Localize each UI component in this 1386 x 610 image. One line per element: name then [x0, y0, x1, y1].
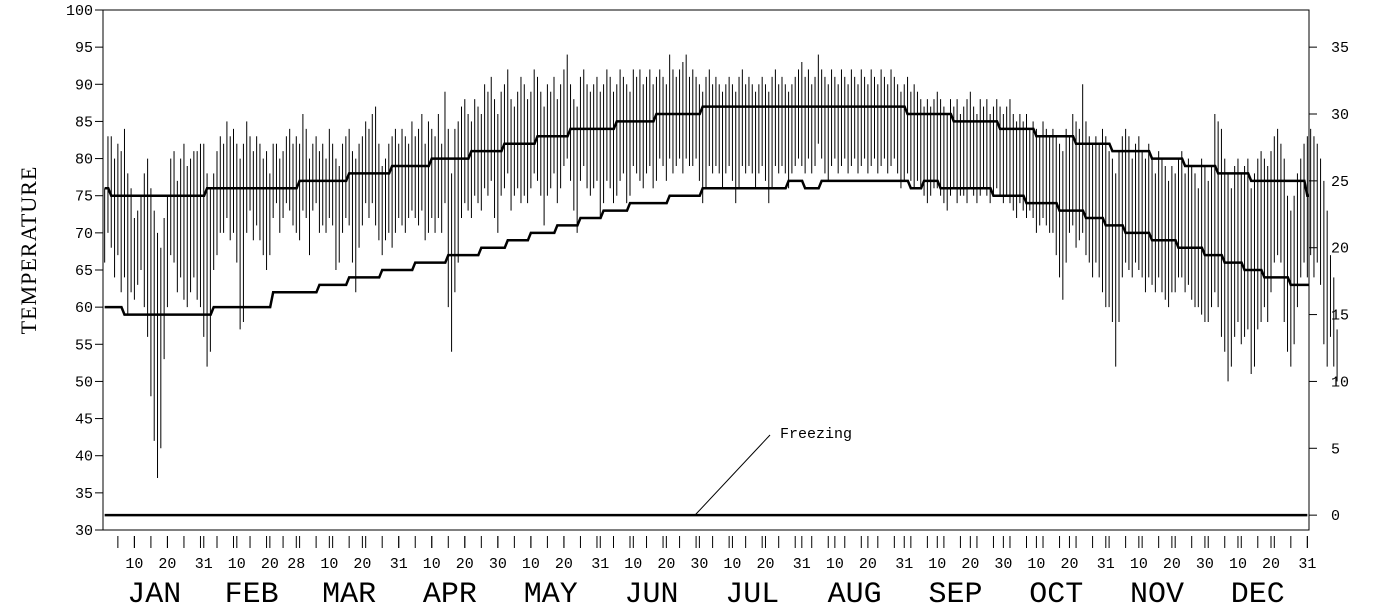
- x-month-label: AUG: [828, 578, 882, 610]
- x-month-label: NOV: [1130, 578, 1184, 610]
- x-day-label: 20: [456, 556, 474, 573]
- x-day-label: 20: [657, 556, 675, 573]
- x-day-label: 10: [624, 556, 642, 573]
- normal-lines: [104, 105, 1309, 517]
- y-tick-label-left: 90: [75, 77, 93, 94]
- y-axis-label: TEMPERATURE: [16, 165, 41, 335]
- y-tick-label-left: 95: [75, 40, 93, 57]
- y-tick-label-left: 40: [75, 449, 93, 466]
- x-month-label: FEB: [225, 578, 279, 610]
- y-tick-label-left: 50: [75, 374, 93, 391]
- x-day-label: 30: [994, 556, 1012, 573]
- y-tick-label-left: 60: [75, 300, 93, 317]
- x-day-label: 20: [1163, 556, 1181, 573]
- x-day-label: 20: [555, 556, 573, 573]
- right-y-axis: 0 5 10 15 20 25 30 35: [1309, 40, 1349, 525]
- freezing-leader-line: [694, 434, 771, 516]
- y-tick-label-left: 55: [75, 337, 93, 354]
- x-day-label: 30: [489, 556, 507, 573]
- x-month-label: OCT: [1029, 578, 1083, 610]
- x-day-label: 10: [423, 556, 441, 573]
- x-day-label: 10: [522, 556, 540, 573]
- x-day-label: 20: [961, 556, 979, 573]
- x-day-label: 31: [1298, 556, 1316, 573]
- x-month-label: DEC: [1231, 578, 1285, 610]
- x-day-label: 20: [1262, 556, 1280, 573]
- x-day-label: 10: [125, 556, 143, 573]
- x-day-label: 20: [261, 556, 279, 573]
- y-tick-label-right: 20: [1331, 241, 1349, 258]
- x-day-label: 20: [158, 556, 176, 573]
- x-day-label: 31: [390, 556, 408, 573]
- x-day-label: 31: [793, 556, 811, 573]
- x-day-label: 10: [228, 556, 246, 573]
- y-tick-label-left: 30: [75, 523, 93, 540]
- x-day-label: 10: [826, 556, 844, 573]
- daily-range-bars: [104, 54, 1338, 478]
- x-day-label: 10: [928, 556, 946, 573]
- y-tick-label-right: 0: [1331, 508, 1340, 525]
- normal-high-line: [104, 105, 1309, 197]
- y-tick-label-left: 80: [75, 152, 93, 169]
- x-day-label: 30: [1196, 556, 1214, 573]
- x-month-label: JAN: [127, 578, 181, 610]
- x-month-label: MAR: [322, 578, 376, 610]
- x-day-label: 20: [859, 556, 877, 573]
- y-tick-label-left: 85: [75, 114, 93, 131]
- x-axis-month-labels: JAN FEB MAR APR MAY JUN JUL AUG SEP OCT NOV DEC: [127, 578, 1285, 610]
- x-day-label: 31: [195, 556, 213, 573]
- x-day-label: 10: [1027, 556, 1045, 573]
- x-day-label: 30: [690, 556, 708, 573]
- x-day-label: 31: [895, 556, 913, 573]
- y-tick-label-right: 5: [1331, 441, 1340, 458]
- x-month-label: JUL: [725, 578, 779, 610]
- x-day-label: 20: [1060, 556, 1078, 573]
- x-day-label: 10: [320, 556, 338, 573]
- x-axis-day-ticks: [117, 536, 1308, 548]
- x-axis-day-labels: 10 20 31 10 20 28 10 20 31 10 20 30 10 20 31 10 20 30 10 20…: [125, 556, 1316, 573]
- x-day-label: 10: [1229, 556, 1247, 573]
- y-tick-label-right: 35: [1331, 40, 1349, 57]
- freezing-annotation: Freezing: [694, 426, 852, 516]
- x-month-label: JUN: [624, 578, 678, 610]
- x-month-label: SEP: [928, 578, 982, 610]
- y-tick-label-left: 70: [75, 226, 93, 243]
- x-month-label: APR: [423, 578, 477, 610]
- normal-low-line: [104, 179, 1309, 316]
- y-tick-label-left: 75: [75, 189, 93, 206]
- x-day-label: 31: [1097, 556, 1115, 573]
- y-tick-label-left: 100: [66, 3, 93, 20]
- x-day-label: 20: [756, 556, 774, 573]
- y-tick-label-left: 45: [75, 412, 93, 429]
- x-day-label: 20: [353, 556, 371, 573]
- y-tick-label-right: 15: [1331, 308, 1349, 325]
- left-y-axis: 30 35 40 45 50 55 60 65 70 75 80 85 90 95 100: [66, 3, 103, 540]
- freezing-label: Freezing: [780, 426, 852, 443]
- x-day-label: 10: [723, 556, 741, 573]
- y-tick-label-right: 10: [1331, 374, 1349, 391]
- y-tick-label-left: 65: [75, 263, 93, 280]
- x-day-label: 28: [287, 556, 305, 573]
- x-month-label: MAY: [524, 578, 578, 610]
- y-tick-label-right: 30: [1331, 107, 1349, 124]
- x-day-label: 31: [591, 556, 609, 573]
- y-tick-label-left: 35: [75, 486, 93, 503]
- y-tick-label-right: 25: [1331, 174, 1349, 191]
- x-day-label: 10: [1130, 556, 1148, 573]
